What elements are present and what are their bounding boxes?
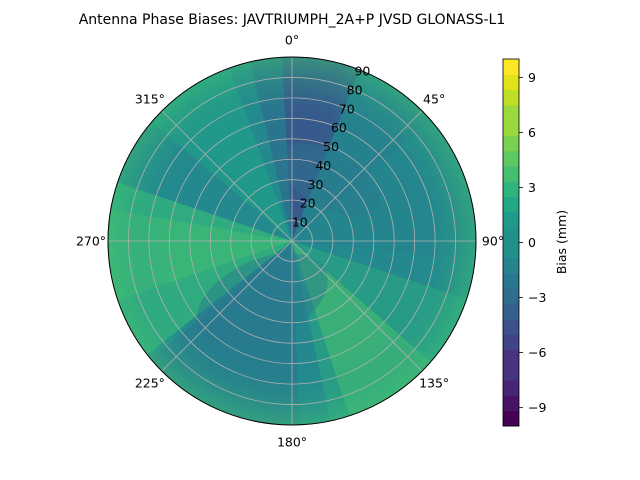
colorbar-level-11 xyxy=(503,242,519,259)
polar-frame xyxy=(107,56,477,426)
colorbar-level-6 xyxy=(503,318,519,335)
colorbar-level-14 xyxy=(503,196,519,213)
radial-tick-label-60: 60 xyxy=(331,120,347,135)
angular-tick-label-90: 90° xyxy=(482,234,504,249)
angular-tick-label-135: 135° xyxy=(419,376,449,391)
angular-tick-label-0: 0° xyxy=(285,33,299,48)
polar-heatmap xyxy=(108,57,476,425)
radial-tick-label-30: 30 xyxy=(308,177,324,192)
grid-spoke-135 xyxy=(291,240,423,372)
colorbar-level-23 xyxy=(503,59,519,75)
radial-tick-label-90: 90 xyxy=(354,64,370,79)
colorbar-label: Bias (mm) xyxy=(554,210,569,274)
colorbar-level-1 xyxy=(503,395,519,412)
colorbar-tick-label-2: −3 xyxy=(528,290,546,305)
chart-title: Antenna Phase Biases: JAVTRIUMPH_2A+P JV… xyxy=(79,12,506,28)
colorbar-level-19 xyxy=(503,120,519,136)
colorbar-tick-label-6: 9 xyxy=(528,70,536,85)
grid-spoke-225 xyxy=(161,240,293,372)
radial-tick-label-40: 40 xyxy=(315,158,331,173)
colorbar-level-17 xyxy=(503,150,519,167)
grid-spoke-45 xyxy=(291,110,423,242)
polar-grid xyxy=(107,56,477,426)
colorbar-tick-label-3: 0 xyxy=(528,235,536,250)
colorbar-level-4 xyxy=(503,349,519,366)
colorbar-tick-label-5: 6 xyxy=(528,125,536,140)
angular-tick-label-270: 270° xyxy=(76,234,106,249)
colorbar-level-20 xyxy=(503,104,519,121)
colorbar-level-21 xyxy=(503,89,519,106)
colorbar-level-15 xyxy=(503,181,519,198)
colorbar-tick-label-0: −9 xyxy=(528,400,546,415)
angular-tick-label-225: 225° xyxy=(135,376,165,391)
angular-tick-label-315: 315° xyxy=(135,91,165,106)
radial-tick-label-80: 80 xyxy=(347,82,363,97)
colorbar-level-10 xyxy=(503,257,519,274)
radial-tick-labels: 10 20 30 40 50 60 70 80 90 xyxy=(292,64,371,230)
angular-tick-labels: 0° 45° 90° 135° 180° 225° 270° 315° xyxy=(76,33,504,450)
colorbar-level-7 xyxy=(503,303,519,320)
colorbar-level-8 xyxy=(503,288,519,305)
radial-tick-label-10: 10 xyxy=(292,215,308,230)
colorbar xyxy=(502,58,520,427)
colorbar-tick-label-4: 3 xyxy=(528,180,536,195)
colorbar-level-13 xyxy=(503,211,519,228)
colorbar-level-5 xyxy=(503,334,519,351)
radial-tick-label-20: 20 xyxy=(300,196,316,211)
angular-tick-label-45: 45° xyxy=(423,91,445,106)
colorbar-level-18 xyxy=(503,135,519,152)
colorbar-tick-label-1: −6 xyxy=(528,345,546,360)
radial-tick-label-50: 50 xyxy=(323,139,339,154)
colorbar-level-12 xyxy=(503,227,519,243)
colorbar-level-3 xyxy=(503,364,519,381)
angular-tick-label-180: 180° xyxy=(277,435,307,450)
colorbar-ticks: −9 −6 −3 0 3 6 9 xyxy=(519,70,546,415)
colorbar-level-0 xyxy=(503,410,519,427)
colorbar-level-22 xyxy=(503,74,519,91)
grid-spoke-315 xyxy=(161,110,293,242)
colorbar-level-9 xyxy=(503,273,519,289)
colorbar-level-16 xyxy=(503,166,519,182)
colorbar-level-2 xyxy=(503,380,519,396)
radial-tick-label-70: 70 xyxy=(339,101,355,116)
